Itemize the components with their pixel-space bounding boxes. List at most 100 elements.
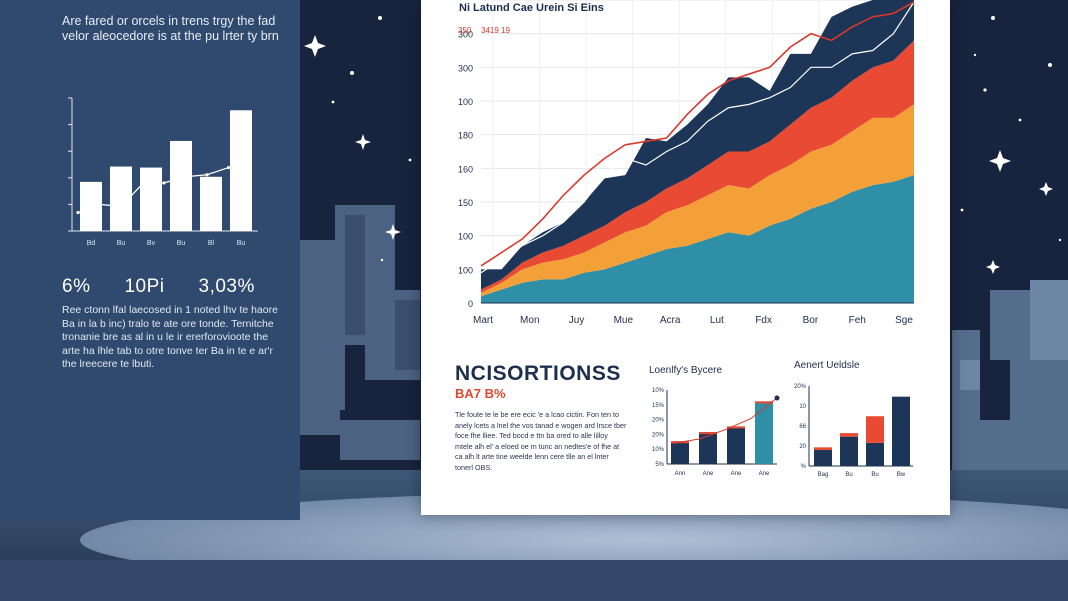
section-body: Tle foute te le be ere ecic 'e a lcao ci… <box>455 410 627 472</box>
main-chart-x-tick-label: Feh <box>849 315 866 326</box>
main-chart-area-layer <box>481 175 914 303</box>
mini2-tick-label: 20 <box>799 444 806 450</box>
mini1-bar-cap <box>699 432 717 435</box>
mini1-tick-label: 15% <box>652 403 665 409</box>
mini2-tick-label: % <box>801 464 807 470</box>
main-area-chart: 0 100 100 150 160 180 100 300 300 Mart Mon Juy Mue Ac… <box>458 0 915 326</box>
main-chart-x-tick-label: Acra <box>660 315 681 326</box>
mini2-category-label: Bu <box>871 472 878 478</box>
main-chart-y-tick-label: 150 <box>458 198 473 208</box>
star-icon <box>355 134 371 150</box>
left-chart-category-label: Bl <box>208 240 215 247</box>
left-chart-bar <box>140 167 162 231</box>
mini1-tick-label: 10% <box>652 447 665 453</box>
main-chart-title: Ni Latund Cae Urein Si Eins <box>459 2 604 14</box>
mini1-tick-label: 20% <box>652 432 665 438</box>
star-icon <box>304 35 326 57</box>
main-chart-y-tick-label: 300 <box>458 30 473 40</box>
main-chart-y-tick-label: 100 <box>458 232 473 242</box>
ruins-right <box>952 290 1068 470</box>
mini-chart-1-title: Loenlfy's Bycere <box>649 365 723 376</box>
mini1-tick-label: 5% <box>655 462 664 468</box>
mini1-trend-point <box>774 395 780 401</box>
mini2-bar-segment <box>892 396 910 466</box>
mini1-category-label: Ane <box>759 471 770 477</box>
mini1-category-label: Ane <box>703 471 714 477</box>
mini2-bar-segment <box>866 442 884 466</box>
mini-bar-chart-2: % 20 66 10 20% Bag Bu Bu Bw <box>794 384 913 478</box>
mini2-tick-label: 20% <box>794 384 807 390</box>
left-chart-category-label: Bv <box>147 240 156 247</box>
main-chart-x-tick-label: Sge <box>895 315 913 326</box>
mini2-bar-segment <box>814 447 832 450</box>
left-chart-point <box>248 155 252 159</box>
mini2-bar-segment <box>814 450 832 466</box>
stat-value: 10Pi <box>124 276 165 297</box>
star-icon <box>989 150 1011 172</box>
main-chart-y-tick-label: 180 <box>458 131 473 141</box>
left-chart-line-label: Dec <box>234 148 248 157</box>
mini1-bar <box>671 441 689 464</box>
main-chart-area-layer <box>481 40 914 293</box>
section-title: NCISORTIONSS <box>455 362 621 385</box>
left-chart-point <box>119 204 123 209</box>
left-chart-point <box>205 173 209 177</box>
star-icon <box>1039 182 1053 196</box>
mini1-tick-label: 20% <box>652 418 665 424</box>
stat-value: 6% <box>62 276 91 297</box>
left-panel: Are fared or orcels in trens trgy the fa… <box>0 0 300 520</box>
main-chart-top-label: 3419 19 <box>481 26 510 35</box>
left-chart-bar <box>200 176 222 231</box>
mini2-category-label: Bw <box>897 472 906 478</box>
mini2-bar-segment <box>840 436 858 466</box>
main-chart-y-tick-label: 300 <box>458 63 473 73</box>
main-chart-x-tick-label: Fdx <box>755 315 772 326</box>
main-chart-x-tick-label: Bor <box>803 315 819 326</box>
left-chart-bar <box>110 166 132 231</box>
left-chart-bar <box>170 140 192 231</box>
main-chart-red-line <box>480 1 915 267</box>
left-panel-headline: Are fared or orcels in trens trgy the fa… <box>62 14 279 43</box>
mini1-bar-cap <box>755 401 773 404</box>
left-panel-stats: 6% 10Pi 3,03% <box>62 276 287 298</box>
main-chart-top-label: 350 <box>458 26 472 35</box>
mini1-bar-cap <box>727 426 745 429</box>
left-chart-bar <box>230 110 252 231</box>
left-chart-point <box>226 165 231 170</box>
main-chart-x-tick-label: Mart <box>473 315 493 326</box>
main-chart-x-tick-label: Juy <box>569 315 585 326</box>
mini1-category-label: Ann <box>675 471 686 477</box>
ruins-right-light <box>960 280 1068 390</box>
floor-front <box>0 560 1068 601</box>
left-chart-category-label: Bu <box>177 240 186 247</box>
mini2-tick-label: 66 <box>799 424 806 430</box>
mini2-category-label: Bu <box>845 472 852 478</box>
mini-bar-chart-1: 5% 10% 20% 20% 15% 10% Ann Ane Ane Ane <box>652 388 780 477</box>
star-icon <box>385 224 401 240</box>
stat-value: 3,03% <box>198 276 255 297</box>
mini1-category-label: Ane <box>731 471 742 477</box>
main-chart-x-tick-label: Mon <box>520 315 539 326</box>
left-chart-category-label: Bu <box>117 240 126 247</box>
mini2-bar-segment <box>840 433 858 437</box>
left-chart-category-label: Bu <box>237 240 246 247</box>
left-chart-point <box>140 182 145 186</box>
mini2-category-label: Bag <box>818 472 829 478</box>
main-chart-y-tick-label: 100 <box>458 97 473 107</box>
main-chart-y-tick-label: 100 <box>458 265 473 275</box>
left-panel-body: Ree ctonn lfal laecosed in 1 noted lhv t… <box>62 304 278 370</box>
left-chart-point <box>183 175 188 179</box>
main-chart-white-line <box>480 1 915 274</box>
left-chart-point <box>76 210 80 215</box>
mini1-bar <box>727 426 745 464</box>
stars <box>304 16 1062 274</box>
main-chart-y-tick-label: 0 <box>468 299 473 309</box>
mini1-tick-label: 10% <box>652 388 665 394</box>
mini-chart-2-title: Aenert Ueldsle <box>794 360 860 371</box>
left-chart-trend-line <box>77 156 251 214</box>
main-chart-x-tick-label: Lut <box>710 315 724 326</box>
mini1-bar <box>755 401 773 464</box>
left-chart-category-label: Bd <box>87 240 96 247</box>
main-chart-x-tick-label: Mue <box>614 315 634 326</box>
left-chart-point <box>97 202 102 206</box>
